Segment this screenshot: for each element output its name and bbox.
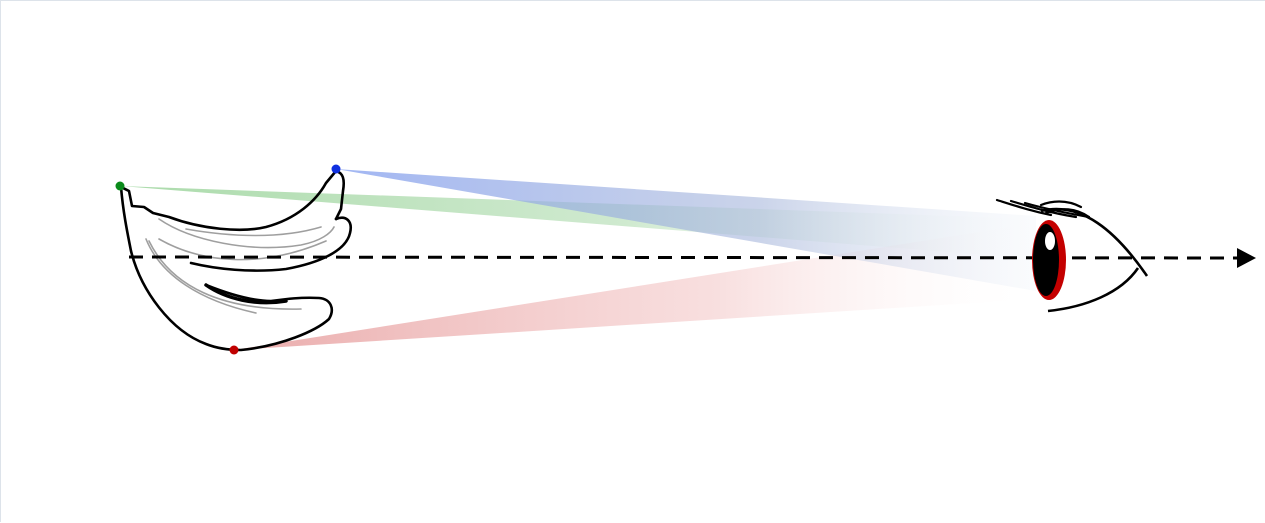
green-point	[115, 181, 125, 191]
arrowhead-icon	[1237, 248, 1256, 268]
eye-drawing	[995, 198, 1149, 313]
banana-drawing	[119, 169, 352, 352]
eyelashes-icon	[995, 198, 1091, 219]
eye-highlight	[1045, 232, 1055, 250]
line-of-sight-axis	[128, 255, 1240, 260]
lower-eyelid	[1047, 267, 1140, 313]
pupil	[1033, 224, 1059, 296]
blue-point	[331, 164, 341, 174]
red-point	[229, 345, 239, 355]
blue-ray	[336, 169, 1036, 291]
